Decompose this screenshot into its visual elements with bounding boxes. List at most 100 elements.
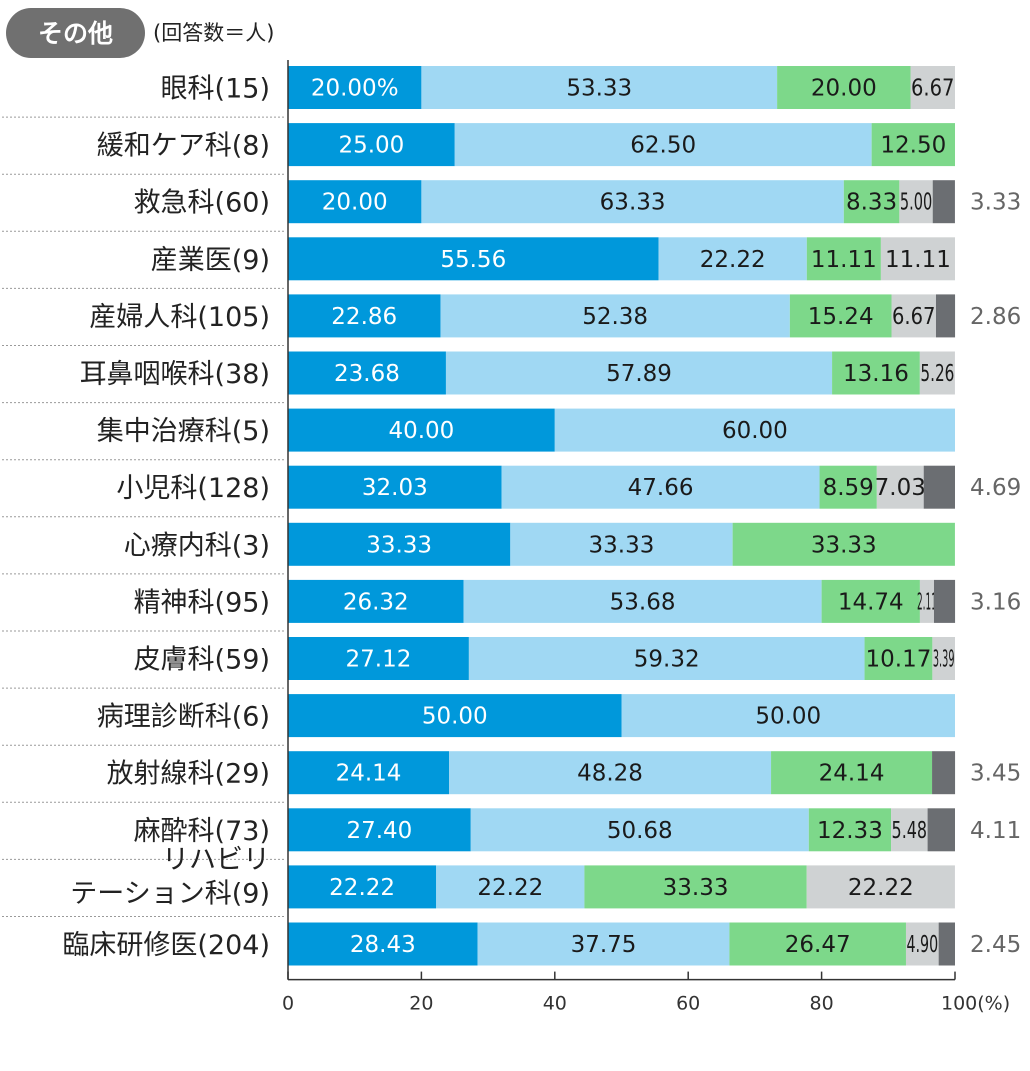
data-label: 33.33 [366,532,432,558]
x-tick-label: 20 [409,993,433,1015]
bar-segment [880,237,955,281]
bar-segment [288,579,464,623]
bar-segment [927,808,955,852]
data-label: 33.33 [589,532,655,558]
chart-row: 心療内科(3) 33.33 33.33 33.33 [2,522,955,575]
data-label: 22.22 [477,875,543,901]
data-label: 57.89 [606,361,672,387]
bar-segment [501,465,820,509]
bar-segment [832,351,920,395]
bar-segment [288,637,469,680]
x-tick-label: 40 [543,993,567,1015]
bar-segment [919,579,934,623]
bar-segment [454,123,872,167]
category-label: 救急科(60) [134,188,270,219]
category-label: 皮膚科(59) [134,645,270,676]
category-label: 臨床研修医(204) [62,930,270,961]
data-label: 11.11 [811,247,877,273]
data-label: 60.00 [722,418,788,444]
bar-segment [621,694,955,738]
data-label: 22.22 [700,247,766,273]
bar-segment [891,294,936,338]
data-label: 5.26 [920,361,954,387]
chart-row: 産婦人科(105) 22.86 52.38 15.24 6.67 2.86 [2,294,1021,346]
chart-row: リハビリテーション科(9) 22.22 22.22 33.33 22.22 [2,844,955,917]
data-label: 50.68 [607,818,673,844]
bar-segment [288,865,437,909]
bar-segment [510,522,733,566]
data-label: 27.12 [346,647,412,673]
data-label: 3.33 [970,190,1021,216]
data-label: 40.00 [388,418,454,444]
data-label: 33.33 [663,875,729,901]
data-label: 12.33 [817,818,883,844]
data-label: 20.00% [311,76,399,102]
data-label: 50.00 [755,704,821,730]
bar-segment [445,351,833,395]
data-label: 15.24 [808,304,874,330]
data-label: 22.22 [329,875,395,901]
bar-segment [935,294,956,338]
data-label: 47.66 [628,475,694,501]
data-label: 50.00 [422,704,488,730]
bar-segment [288,180,422,224]
data-label: 6.67 [911,76,954,102]
data-label: 4.69 [970,475,1021,501]
bar-segment [732,522,955,566]
bar-segment [876,465,924,509]
data-label: 33.33 [811,532,877,558]
bar-segment [470,808,809,852]
data-label: 2.45 [970,932,1021,958]
chart-row: 耳鼻咽喉科(38) 23.68 57.89 13.16 5.26 [2,351,955,404]
data-label: 13.16 [843,361,909,387]
bar-segment [421,66,778,109]
chart-row: 小児科(128) 32.03 47.66 8.59 7.03 4.69 [2,465,1021,518]
x-tick-label: 60 [676,993,700,1015]
x-tick-label: 0 [282,993,294,1015]
category-label: 精神科(95) [134,587,270,618]
chart-row: 緩和ケア科(8) 25.00 62.50 12.50 [2,123,955,175]
data-label: 26.47 [785,932,851,958]
bar-segment [468,637,865,680]
bar-segment [658,237,807,281]
bar-segment [899,180,933,224]
bar-segment [819,465,877,509]
data-label: 8.59 [823,475,874,501]
bar-segment [933,579,956,623]
chart-row: 救急科(60) 20.00 63.33 8.33 5.00 3.33 [2,180,1021,232]
data-label: 22.22 [848,875,914,901]
data-label: 5.48 [892,818,928,844]
bar-segment [808,808,892,852]
chart-row: 麻酔科(73) 27.40 50.68 12.33 5.48 4.11 [2,808,1021,860]
bar-segment [806,237,881,281]
data-label: 37.75 [571,932,637,958]
data-label: 20.00 [322,190,388,216]
chart-row: 皮膚科(59) 27.12 59.32 10.17 3.39 [2,637,955,689]
category-label: 産業医(9) [151,245,270,276]
chart-row: 集中治療科(5) 40.00 60.00 [2,408,955,461]
bar-segment [288,66,422,109]
category-label: リハビリテーション科(9) [70,844,270,909]
data-label: 27.40 [346,818,412,844]
bar-segment [789,294,892,338]
category-label: 集中治療科(5) [97,416,270,447]
chart-row: 臨床研修医(204) 28.43 37.75 26.47 4.90 2.45 [62,922,1021,966]
data-label: 14.74 [838,589,904,615]
data-label: 3.45 [970,761,1021,787]
data-label: 62.50 [630,133,696,159]
bar-segment [910,66,955,109]
bar-segment [477,922,730,966]
x-axis: 0 20 40 60 80 100(%) [282,60,1010,1015]
bar-segment [436,865,585,909]
bar-segment [923,465,955,509]
bar-segment [440,294,790,338]
data-label: 2.86 [970,304,1021,330]
category-badge [6,8,145,58]
bar-segment [421,180,844,224]
chart-row: 眼科(15) 20.00% 53.33 20.00 6.67 [2,66,955,118]
bar-segment [288,351,446,395]
data-label: 10.17 [866,647,932,673]
bar-segment [584,865,807,909]
bar-segment [288,808,471,852]
bar-segment [821,579,920,623]
